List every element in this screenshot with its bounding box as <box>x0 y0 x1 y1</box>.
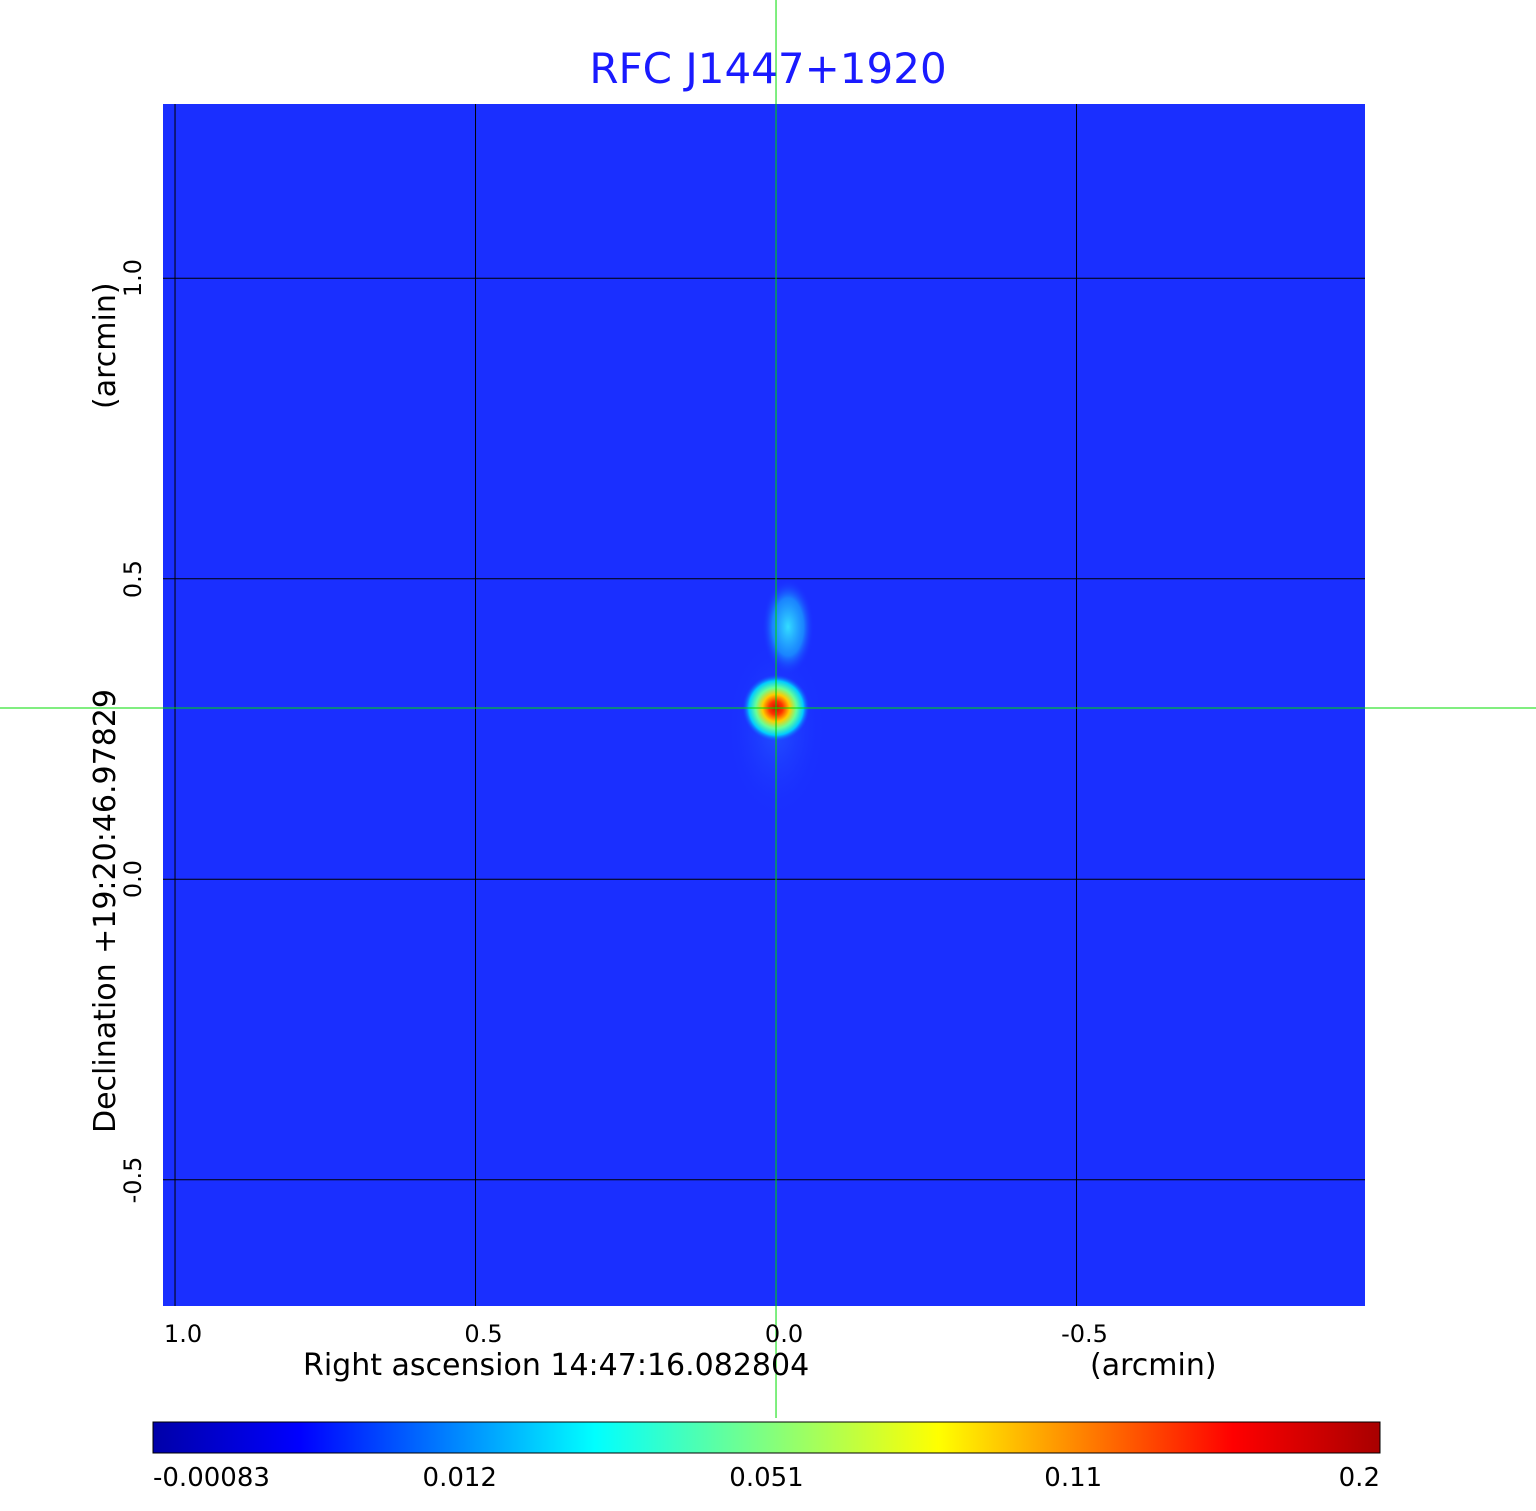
chart-title: RFC J1447+1920 <box>589 44 947 93</box>
colorbar-tick-label: 0.012 <box>422 1463 497 1493</box>
colorbar-tick-label: 0.2 <box>1338 1463 1380 1493</box>
x-tick-label: 0.0 <box>764 1320 804 1348</box>
x-axis-label: Right ascension 14:47:16.082804 <box>303 1348 810 1383</box>
y-tick-label: -0.5 <box>119 1156 147 1204</box>
y-tick-label: 1.0 <box>119 259 147 298</box>
y-tick-label: 0.5 <box>119 559 147 598</box>
colorbar-tick-label: -0.00083 <box>153 1463 270 1493</box>
x-axis-unit: (arcmin) <box>1090 1348 1217 1383</box>
y-tick-label: 0.0 <box>119 860 147 899</box>
colorbar-tick-label: 0.051 <box>729 1463 804 1493</box>
x-tick-label: -0.5 <box>1061 1320 1108 1348</box>
x-tick-label: 1.0 <box>163 1320 203 1348</box>
x-tick-label: 0.5 <box>464 1320 503 1348</box>
y-axis-unit: (arcmin) <box>88 282 123 409</box>
source-jet <box>762 578 815 675</box>
colorbar-tick-label: 0.11 <box>1044 1463 1103 1493</box>
colorbar <box>152 1421 1381 1454</box>
y-axis-label: Declination +19:20:46.97829 <box>88 689 123 1133</box>
crosshair <box>0 0 1536 1418</box>
